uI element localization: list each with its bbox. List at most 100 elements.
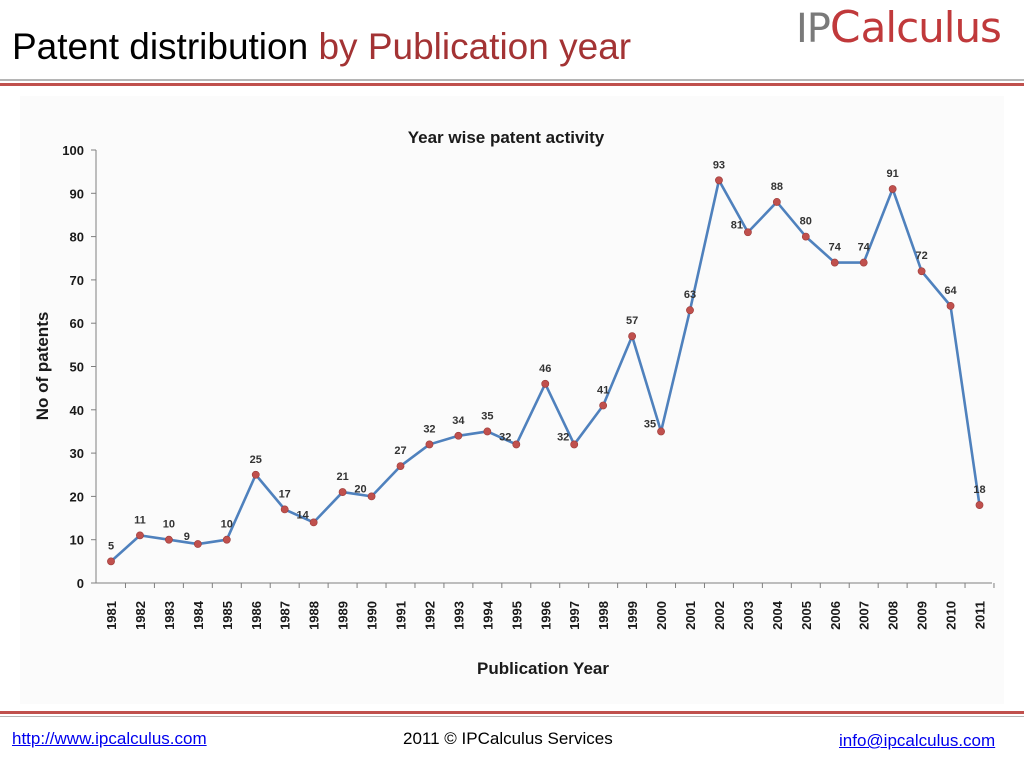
website-link[interactable]: http://www.ipcalculus.com	[12, 729, 207, 748]
header-divider-red	[0, 83, 1024, 86]
x-tick-label: 1999	[625, 601, 640, 630]
data-point	[309, 518, 318, 527]
data-point	[454, 431, 463, 440]
y-tick-label: 0	[77, 576, 84, 591]
x-tick-label: 1988	[307, 601, 322, 630]
x-tick-label: 1983	[162, 601, 177, 630]
x-tick-label: 1994	[480, 600, 495, 630]
data-point	[599, 401, 608, 410]
data-label: 74	[829, 242, 842, 254]
x-axis-label: Publication Year	[477, 659, 609, 678]
data-point	[570, 440, 579, 449]
data-label: 34	[452, 415, 465, 427]
chart-background	[20, 96, 1004, 704]
data-label: 10	[163, 519, 175, 531]
data-label: 32	[499, 431, 511, 443]
data-point	[483, 427, 492, 436]
page-title: Patent distribution by Publication year	[12, 26, 631, 68]
data-label: 20	[354, 483, 366, 495]
header-divider-grey	[0, 79, 1024, 81]
y-tick-label: 20	[70, 489, 84, 504]
data-label: 93	[713, 159, 725, 171]
chart-title: Year wise patent activity	[408, 128, 605, 147]
data-point	[107, 557, 115, 566]
data-label: 18	[973, 484, 985, 496]
x-tick-label: 1984	[191, 600, 206, 630]
data-label: 5	[108, 540, 114, 552]
data-label: 91	[887, 168, 899, 180]
x-tick-label: 2008	[886, 601, 901, 630]
x-tick-label: 2000	[654, 601, 669, 630]
data-label: 14	[297, 509, 310, 521]
data-point	[917, 267, 926, 276]
x-tick-label: 2001	[683, 601, 698, 630]
data-point	[222, 535, 231, 544]
x-tick-label: 1991	[394, 601, 409, 630]
data-label: 63	[684, 289, 696, 301]
title-accent: by Publication year	[318, 26, 632, 67]
x-tick-label: 2005	[799, 601, 814, 630]
x-tick-label: 2003	[741, 601, 756, 630]
x-tick-label: 1987	[278, 601, 293, 630]
y-tick-label: 100	[62, 143, 84, 158]
data-point	[280, 505, 289, 514]
data-label: 27	[394, 445, 406, 457]
data-label: 35	[481, 410, 493, 422]
x-tick-label: 2004	[770, 600, 785, 630]
data-point	[772, 198, 781, 206]
data-point	[801, 232, 810, 241]
data-label: 72	[915, 250, 927, 262]
title-main: Patent distribution	[12, 26, 309, 67]
y-tick-label: 10	[70, 533, 84, 548]
data-label: 46	[539, 363, 551, 375]
x-tick-label: 1997	[567, 601, 582, 630]
data-label: 81	[731, 219, 743, 231]
data-point	[859, 258, 868, 267]
x-tick-label: 2002	[712, 601, 727, 630]
x-tick-label: 2006	[828, 601, 843, 630]
x-tick-label: 1992	[422, 601, 437, 630]
data-point	[657, 427, 665, 436]
x-tick-label: 1990	[365, 601, 380, 630]
x-tick-label: 1981	[104, 601, 119, 630]
x-tick-label: 2010	[944, 601, 959, 630]
data-label: 80	[800, 216, 812, 228]
y-tick-label: 30	[70, 446, 84, 461]
data-point	[975, 501, 984, 509]
data-label: 17	[279, 488, 291, 500]
x-tick-label: 2011	[973, 601, 988, 629]
data-point	[888, 185, 897, 193]
x-tick-label: 1995	[509, 601, 524, 630]
data-point	[744, 228, 752, 237]
data-label: 74	[858, 242, 871, 254]
data-point	[686, 306, 694, 315]
copyright-text: 2011 © IPCalculus Services	[403, 729, 613, 748]
data-label: 32	[423, 423, 435, 435]
data-point	[367, 492, 376, 501]
data-point	[136, 531, 144, 540]
data-point	[338, 488, 347, 496]
data-label: 32	[557, 431, 569, 443]
data-label: 21	[336, 471, 348, 483]
x-tick-label: 1996	[538, 601, 553, 630]
email-link[interactable]: info@ipcalculus.com	[839, 731, 996, 750]
data-point	[251, 470, 260, 479]
y-tick-label: 50	[70, 360, 84, 375]
y-tick-label: 80	[70, 230, 84, 245]
data-label: 64	[944, 285, 957, 297]
data-point	[193, 540, 202, 548]
data-label: 25	[250, 454, 262, 466]
data-point	[512, 440, 521, 449]
footer-divider-grey	[0, 716, 1024, 717]
data-point	[425, 440, 434, 449]
y-tick-label: 40	[70, 403, 84, 418]
x-tick-label: 2009	[915, 601, 930, 630]
x-tick-label: 1986	[249, 601, 264, 630]
x-tick-label: 1982	[133, 601, 148, 630]
data-label: 41	[597, 384, 609, 396]
data-label: 88	[771, 181, 783, 193]
x-tick-label: 1993	[451, 601, 466, 630]
footer-divider-red	[0, 711, 1024, 714]
data-label: 57	[626, 315, 638, 327]
ipcalculus-logo: IPCalculus	[796, 2, 1002, 53]
